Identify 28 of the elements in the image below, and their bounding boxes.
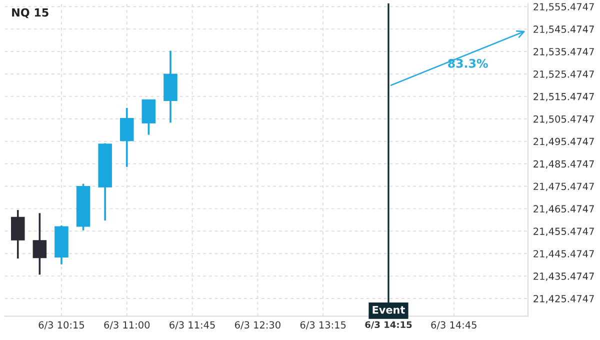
candlestick [142, 98, 156, 136]
y-tick-label: 21,555.4747 [534, 3, 594, 12]
y-tick-label: 21,535.4747 [534, 48, 594, 56]
y-tick-label: 21,515.4747 [534, 92, 594, 102]
y-tick-label: 21,455.4747 [534, 228, 594, 236]
y-tick-label: 21,465.4747 [534, 205, 594, 214]
ref-line-label: Event [372, 306, 405, 314]
y-tick-label: 21,525.4747 [534, 70, 594, 79]
x-tick-label: 6/3 14:45 [431, 321, 476, 330]
y-tick-label: 21,495.4747 [534, 138, 594, 146]
annotation: 83.3% [448, 58, 488, 68]
chart-title: NQ 15 [12, 8, 48, 18]
x-tick-label: 6/3 11:00 [104, 321, 150, 330]
y-tick-label: 21,425.4747 [534, 294, 594, 304]
y-tick-label: 21,545.4747 [534, 26, 594, 34]
x-tick-label: 6/3 11:45 [170, 321, 215, 330]
candlestick [10, 209, 25, 260]
candlestick [120, 106, 134, 168]
candlestick [32, 212, 47, 276]
x-tick-label: 6/3 12:30 [234, 321, 280, 330]
x-tick-label: 6/3 13:15 [300, 321, 346, 330]
y-tick-label: 21,475.4747 [534, 182, 594, 192]
x-tick-label: 6/3 10:15 [38, 321, 84, 330]
y-tick-label: 21,445.4747 [534, 250, 594, 258]
y-tick-label: 21,485.4747 [534, 160, 594, 169]
x-tick-label: 6/3 14:15 [365, 321, 412, 329]
y-tick-label: 21,435.4747 [534, 272, 594, 281]
y-tick-label: 21,505.4747 [534, 115, 594, 124]
